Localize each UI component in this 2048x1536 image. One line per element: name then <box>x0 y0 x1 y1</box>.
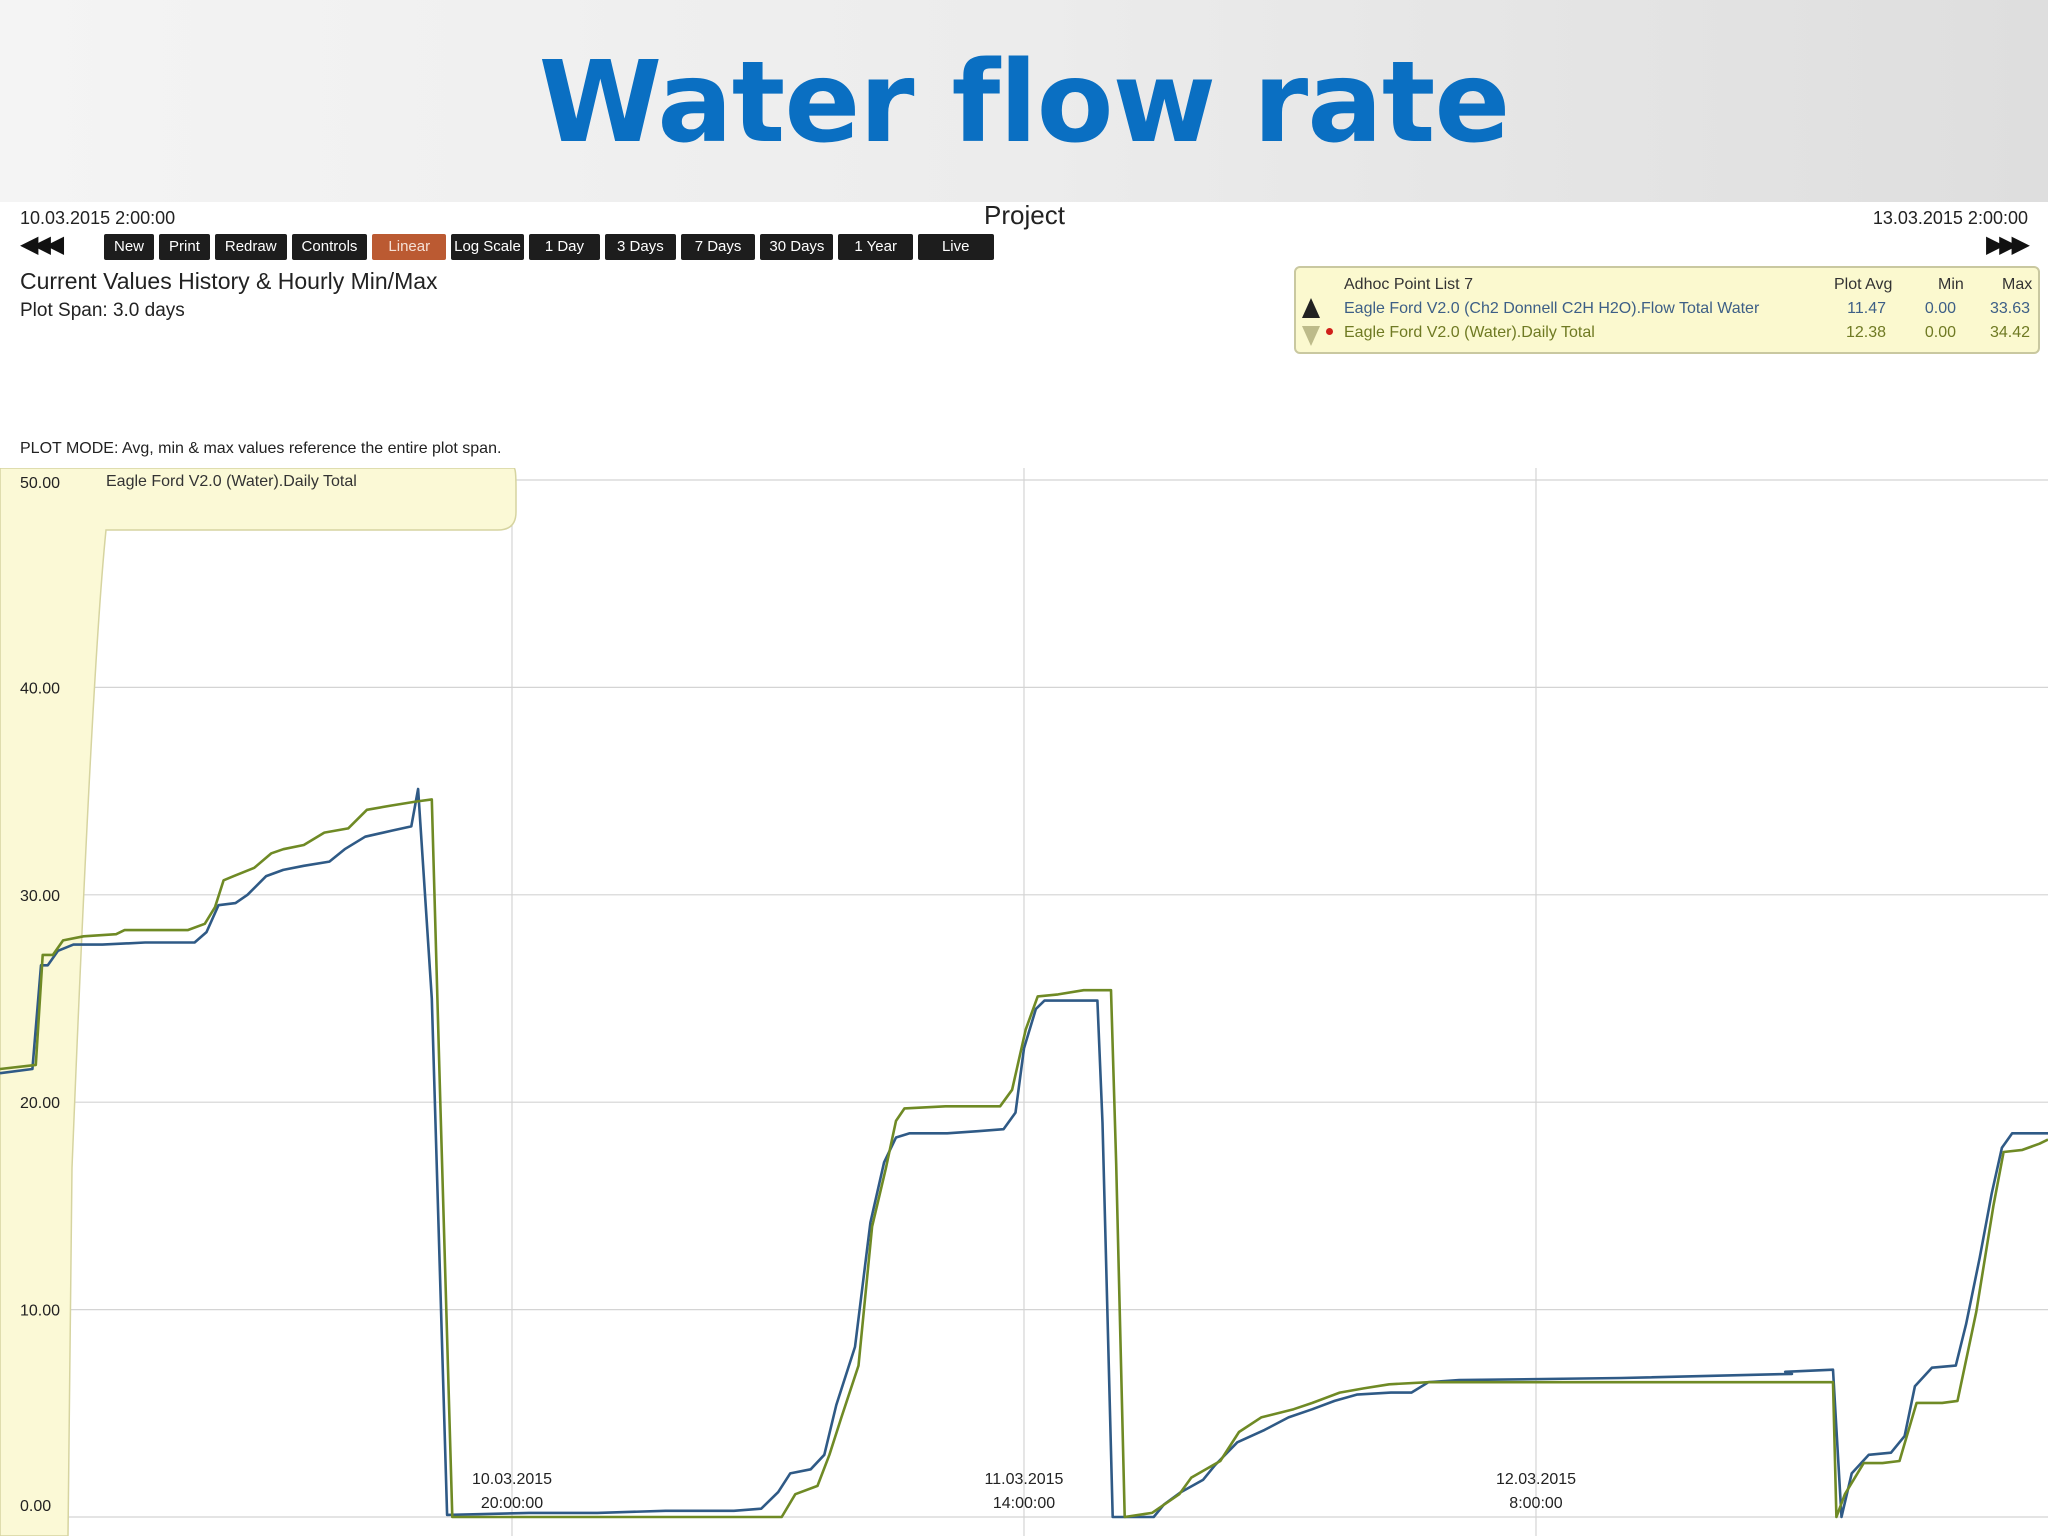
chart-heading: Current Values History & Hourly Min/Max <box>20 268 438 294</box>
in-plot-series-label: Eagle Ford V2.0 (Water).Daily Total <box>106 473 357 490</box>
chart-plot-area[interactable]: Eagle Ford V2.0 (Water).Daily Total 50.0… <box>0 468 2048 1536</box>
x-axis-ticks: 10.03.2015 20:00:00 11.03.2015 14:00:00 12.0… <box>472 1471 1576 1512</box>
legend-row-1-avg: 11.47 <box>1847 300 1886 317</box>
x-tick-time: 14:00:00 <box>993 1495 1055 1512</box>
new-button[interactable]: New <box>104 234 155 260</box>
7-days-button[interactable]: 7 Days <box>680 234 756 260</box>
controls-button[interactable]: Controls <box>291 234 368 260</box>
series-lines <box>0 787 2048 1519</box>
legend-row-1-name[interactable]: Eagle Ford V2.0 (Ch2 Donnell C2H H2O).Fl… <box>1344 300 1760 317</box>
x-tick-time: 20:00:00 <box>481 1495 543 1512</box>
legend-col-min: Min <box>1938 276 1964 293</box>
legend-col-avg: Plot Avg <box>1834 276 1893 293</box>
y-tick-label: 40.00 <box>20 680 60 697</box>
legend-order-icon[interactable] <box>1300 296 1322 348</box>
30-days-button[interactable]: 30 Days <box>760 234 834 260</box>
y-tick-label: 20.00 <box>20 1095 60 1112</box>
log-scale-button[interactable]: Log Scale <box>451 234 524 260</box>
slide-header: Water flow rate <box>0 0 2048 202</box>
y-tick-label: 30.00 <box>20 888 60 905</box>
x-tick-date: 12.03.2015 <box>1496 1471 1576 1488</box>
legend-row-1-max: 33.63 <box>1989 300 2030 317</box>
1-year-button[interactable]: 1 Year <box>838 234 913 260</box>
redraw-button[interactable]: Redraw <box>214 234 287 260</box>
legend-col-max: Max <box>2002 276 2033 293</box>
series-daily-total-line <box>0 798 2048 1519</box>
start-time: 10.03.2015 2:00:00 <box>20 208 176 228</box>
project-title: Project <box>984 200 1065 230</box>
end-time: 13.03.2015 2:00:00 <box>1872 208 2028 228</box>
print-button[interactable]: Print <box>159 234 210 260</box>
selected-dot-icon <box>1326 328 1333 335</box>
nav-forward-arrows[interactable]: ▶ ▶▶ <box>1985 231 2030 258</box>
legend-row-1-min: 0.00 <box>1924 300 1956 317</box>
move-up-arrow-icon[interactable] <box>1302 298 1320 318</box>
legend-box: Adhoc Point List 7 Plot Avg Min Max Eagl… <box>1294 266 2040 354</box>
legend-row-2-max: 34.42 <box>1989 324 2030 341</box>
y-tick-label: 10.00 <box>20 1303 60 1320</box>
slide-title: Water flow rate <box>538 38 1511 168</box>
legend-title: Adhoc Point List 7 <box>1344 276 1473 293</box>
nav-back-arrows[interactable]: ◀◀ ◀ <box>20 231 64 258</box>
y-tick-label: 50.00 <box>20 475 60 492</box>
linear-button[interactable]: Linear <box>372 234 447 260</box>
x-tick-time: 8:00:00 <box>1509 1495 1562 1512</box>
live-button[interactable]: Live <box>917 234 994 260</box>
y-tick-label: 0.00 <box>20 1498 51 1515</box>
legend-row-2-name[interactable]: Eagle Ford V2.0 (Water).Daily Total <box>1344 324 1595 341</box>
plot-mode-note: PLOT MODE: Avg, min & max values referen… <box>20 440 502 457</box>
legend-row-2-min: 0.00 <box>1924 324 1956 341</box>
series-label-flag <box>0 468 517 1536</box>
1-day-button[interactable]: 1 Day <box>528 234 601 260</box>
y-axis-ticks: 50.00 40.00 30.00 20.00 10.00 0.00 <box>20 475 60 1515</box>
x-tick-date: 10.03.2015 <box>472 1471 552 1488</box>
series-flow-total-water-line <box>0 787 2048 1519</box>
3-days-button[interactable]: 3 Days <box>605 234 676 260</box>
x-tick-date: 11.03.2015 <box>985 1471 1064 1488</box>
plot-span: Plot Span: 3.0 days <box>20 300 185 321</box>
move-down-arrow-icon[interactable] <box>1302 326 1320 346</box>
legend-row-2-avg: 12.38 <box>1845 324 1886 341</box>
toolbar: New Print Redraw Controls Linear Log Sca… <box>104 234 994 260</box>
